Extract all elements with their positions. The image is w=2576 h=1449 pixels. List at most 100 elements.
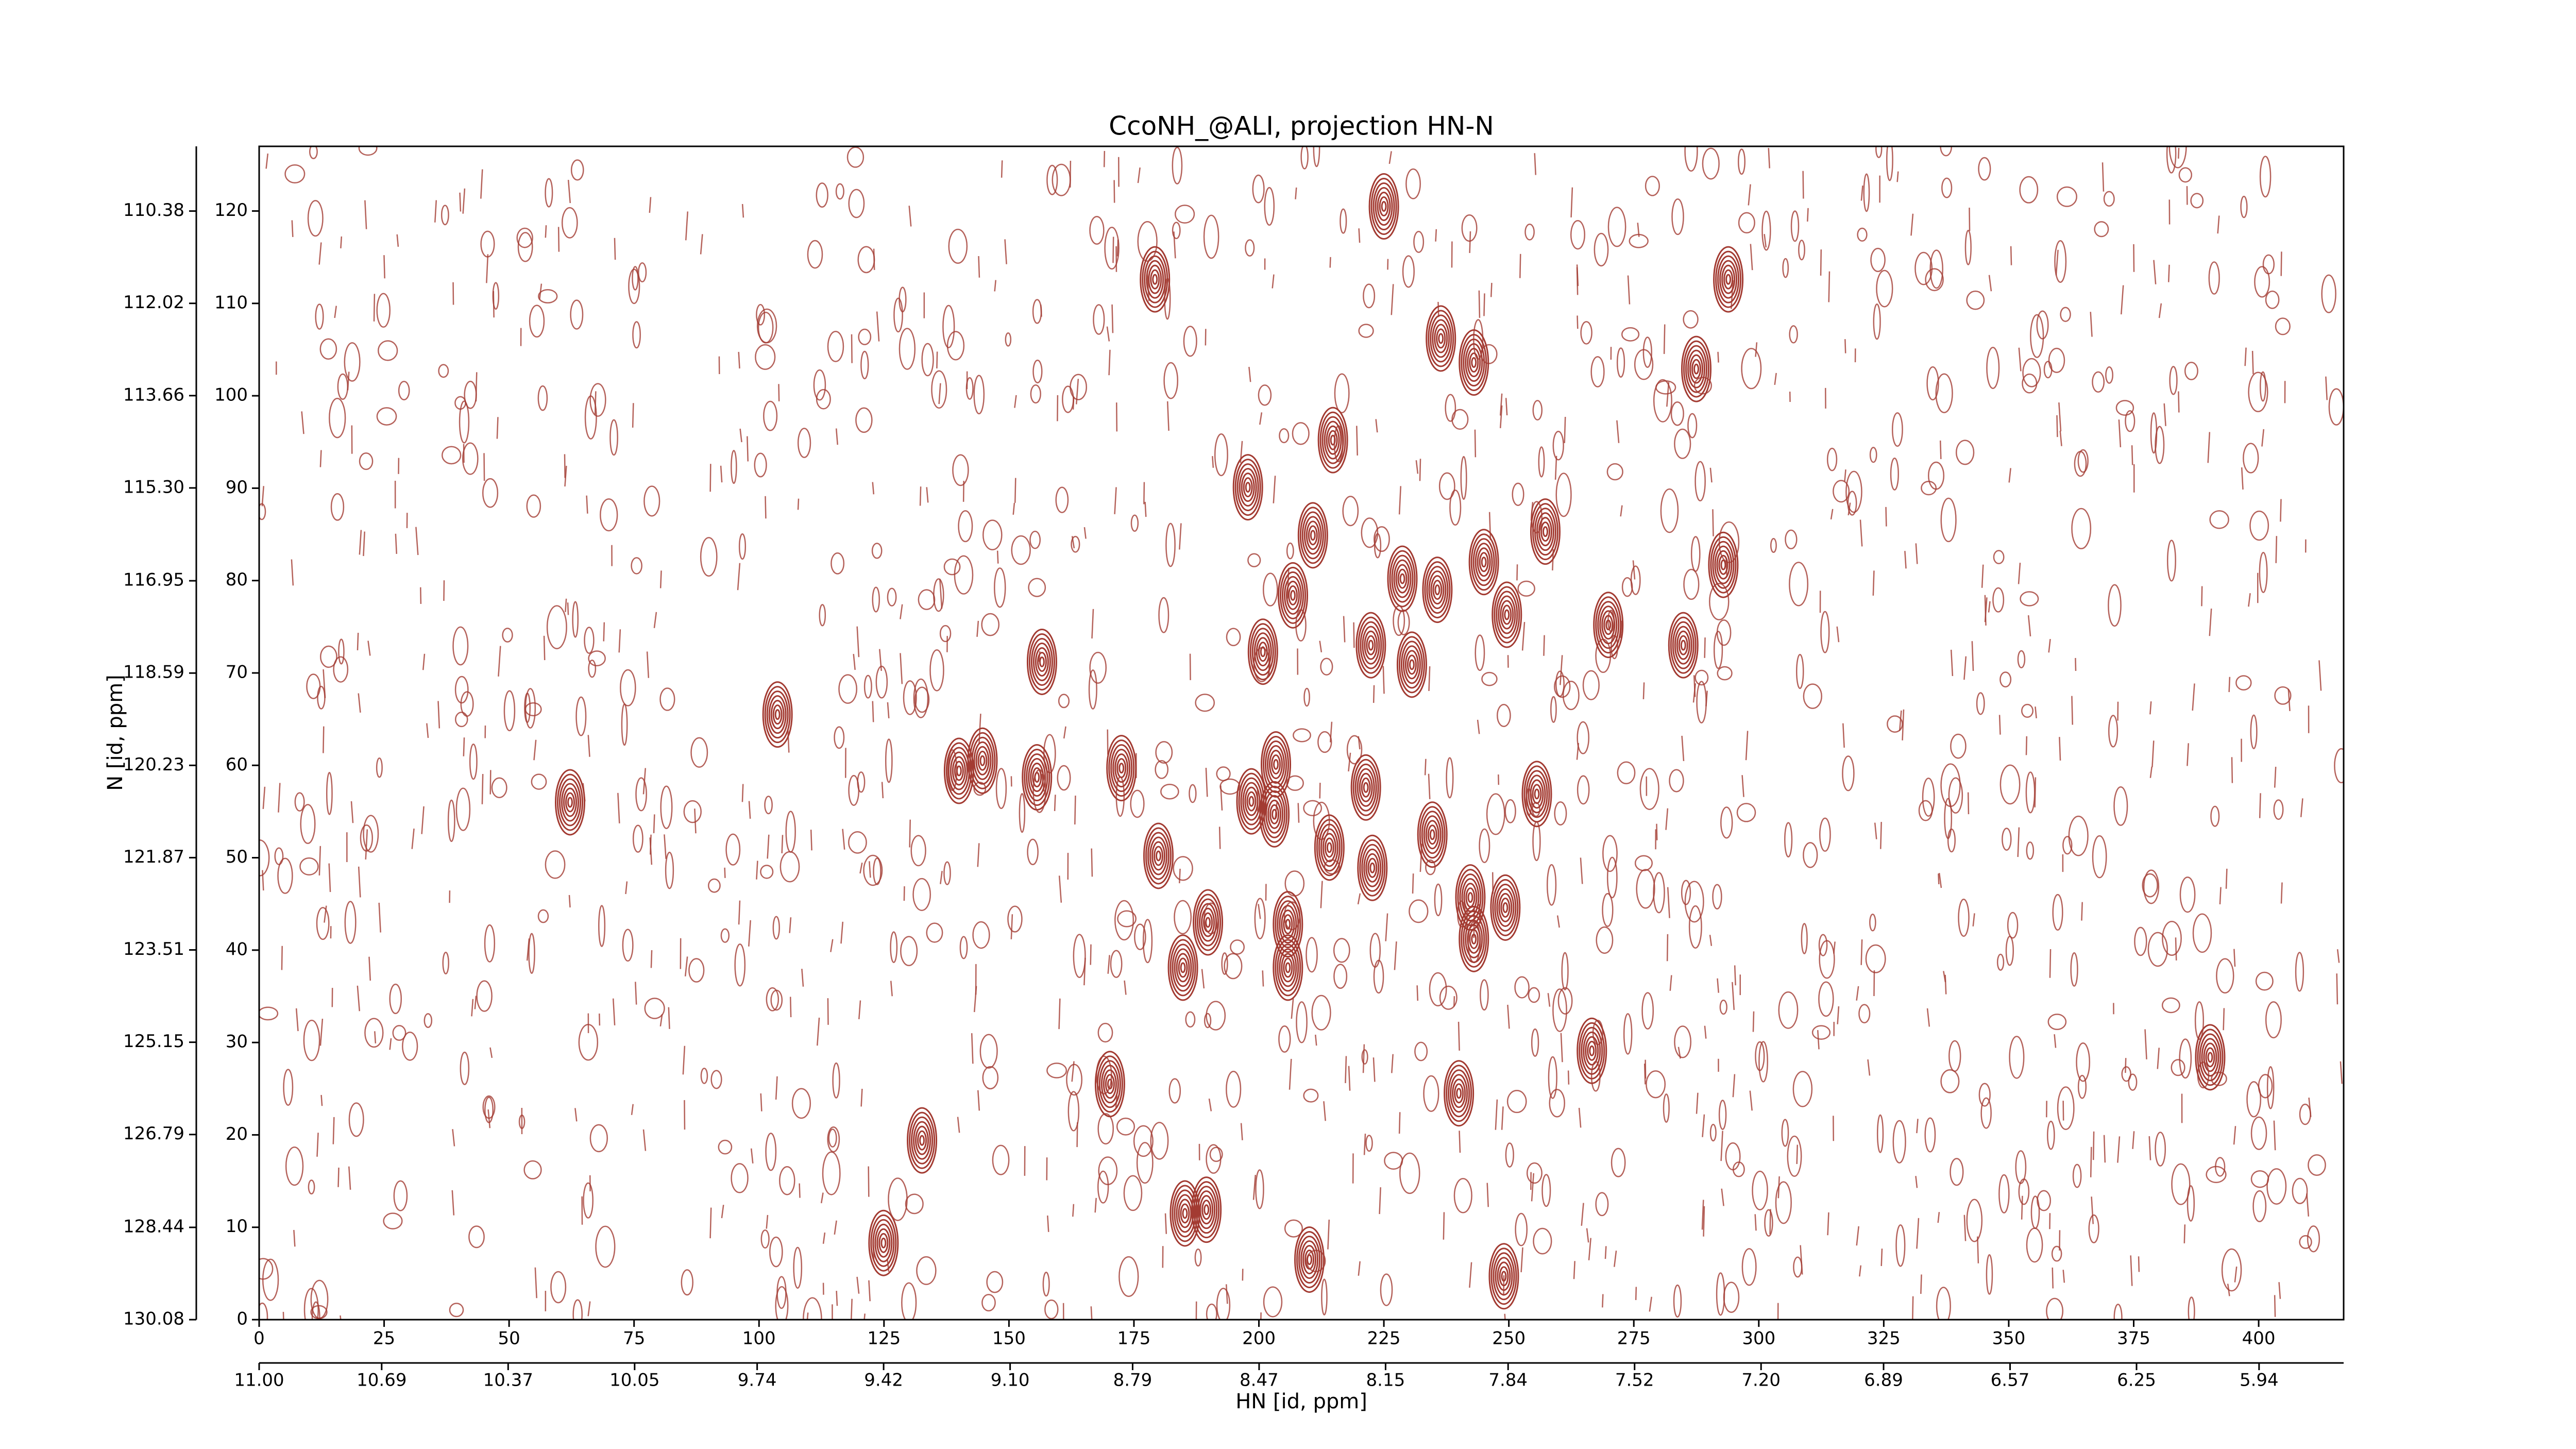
noise-contour xyxy=(622,929,634,962)
noise-contour xyxy=(1216,1288,1231,1320)
noise-contour xyxy=(2325,376,2328,400)
peak xyxy=(1713,246,1744,313)
peak-contour xyxy=(1463,339,1485,387)
noise-contour xyxy=(2273,799,2284,820)
peak-contour xyxy=(1170,939,1196,997)
noise-contour xyxy=(1737,148,1745,175)
noise-contour xyxy=(709,1207,712,1239)
noise-contour xyxy=(1423,1075,1439,1112)
noise-contour xyxy=(971,1033,974,1064)
noise-contour xyxy=(1681,880,1691,905)
noise-contour xyxy=(524,702,542,717)
noise-contour xyxy=(306,673,321,699)
peak-contour xyxy=(1024,749,1050,806)
peak-contour xyxy=(1103,1069,1117,1099)
peak-contour xyxy=(1308,525,1318,546)
noise-contour xyxy=(1859,1265,1862,1277)
peak-contour xyxy=(1471,933,1477,945)
peak xyxy=(868,1209,899,1276)
noise-contour xyxy=(317,685,326,710)
noise-contour xyxy=(1940,1069,1960,1093)
peak-contour xyxy=(1377,192,1391,222)
noise-contour xyxy=(421,806,425,834)
noise-contour xyxy=(389,983,402,1015)
noise-contour xyxy=(1517,580,1535,597)
peak-contour xyxy=(1240,777,1263,825)
noise-contour xyxy=(1361,517,1379,548)
peak-contour xyxy=(1364,630,1378,660)
peak xyxy=(1022,744,1053,811)
noise-contour xyxy=(1363,1134,1366,1155)
noise-contour xyxy=(2261,429,2265,447)
noise-contour xyxy=(1899,710,1902,731)
noise-contour xyxy=(1240,1123,1243,1140)
peak-contour xyxy=(1459,329,1489,396)
noise-contour xyxy=(916,1256,937,1285)
noise-contour xyxy=(572,601,579,638)
y-tick-label: 80 xyxy=(226,569,248,590)
peak-contour xyxy=(1725,274,1732,285)
peak-contour xyxy=(1681,335,1712,402)
noise-contour xyxy=(1818,981,1834,1017)
noise-contour xyxy=(668,1007,670,1029)
noise-contour xyxy=(766,987,779,1012)
noise-contour xyxy=(2105,366,2113,384)
noise-contour xyxy=(1185,1011,1196,1028)
noise-contour xyxy=(1541,1174,1551,1207)
peak-contour xyxy=(1368,639,1374,651)
peak-contour xyxy=(1172,1185,1198,1242)
peak-contour xyxy=(1370,178,1397,235)
noise-contour xyxy=(718,1139,733,1155)
peak-contour xyxy=(1720,559,1726,570)
noise-contour xyxy=(1097,1113,1114,1145)
noise-contour xyxy=(340,1315,342,1320)
noise-contour xyxy=(831,552,845,575)
noise-contour xyxy=(1165,523,1176,567)
noise-contour xyxy=(1869,447,1877,463)
noise-contour xyxy=(1938,873,1942,888)
peak-contour xyxy=(977,750,988,771)
peak-contour xyxy=(1721,264,1736,294)
noise-contour xyxy=(598,905,606,947)
peak-contour xyxy=(1098,1060,1121,1108)
noise-contour xyxy=(846,146,865,168)
noise-contour xyxy=(2336,949,2340,963)
noise-contour xyxy=(543,635,546,661)
noise-contour xyxy=(1478,290,1481,318)
noise-contour xyxy=(1674,1025,1692,1058)
noise-contour xyxy=(1696,681,1707,723)
noise-contour xyxy=(1827,1212,1829,1236)
peak-contour xyxy=(1540,521,1550,542)
peak-contour xyxy=(1500,897,1511,918)
noise-contour xyxy=(498,646,501,677)
noise-contour xyxy=(1032,359,1043,383)
noise-contour xyxy=(1245,239,1255,257)
peak-contour xyxy=(1247,618,1278,685)
peak-contour xyxy=(1452,1079,1466,1108)
noise-contour xyxy=(942,305,955,348)
noise-contour xyxy=(1252,174,1265,204)
peak xyxy=(1232,454,1263,521)
x2-tick-label: 10.05 xyxy=(609,1370,659,1391)
peak-contour xyxy=(1469,929,1479,949)
noise-contour xyxy=(2211,1071,2227,1086)
noise-contour xyxy=(1066,1064,1082,1096)
noise-contour xyxy=(295,1008,299,1032)
noise-contour xyxy=(1297,803,1300,823)
noise-contour xyxy=(1857,227,1868,242)
noise-contour xyxy=(738,351,740,369)
noise-contour xyxy=(570,299,584,330)
peak-contour xyxy=(1246,791,1257,812)
noise-contour xyxy=(1785,529,1798,550)
noise-contour xyxy=(1614,1250,1617,1267)
noise-contour xyxy=(1915,543,1918,564)
peak-contour xyxy=(1317,407,1348,474)
noise-contour xyxy=(359,530,362,555)
noise-contour xyxy=(2216,958,2234,994)
noise-contour xyxy=(396,234,399,247)
peak-contour xyxy=(1492,581,1522,648)
peak-contour xyxy=(1715,250,1742,308)
peak-contour xyxy=(1156,850,1162,862)
peak-contour xyxy=(1178,957,1188,978)
noise-contour xyxy=(1910,213,1914,236)
